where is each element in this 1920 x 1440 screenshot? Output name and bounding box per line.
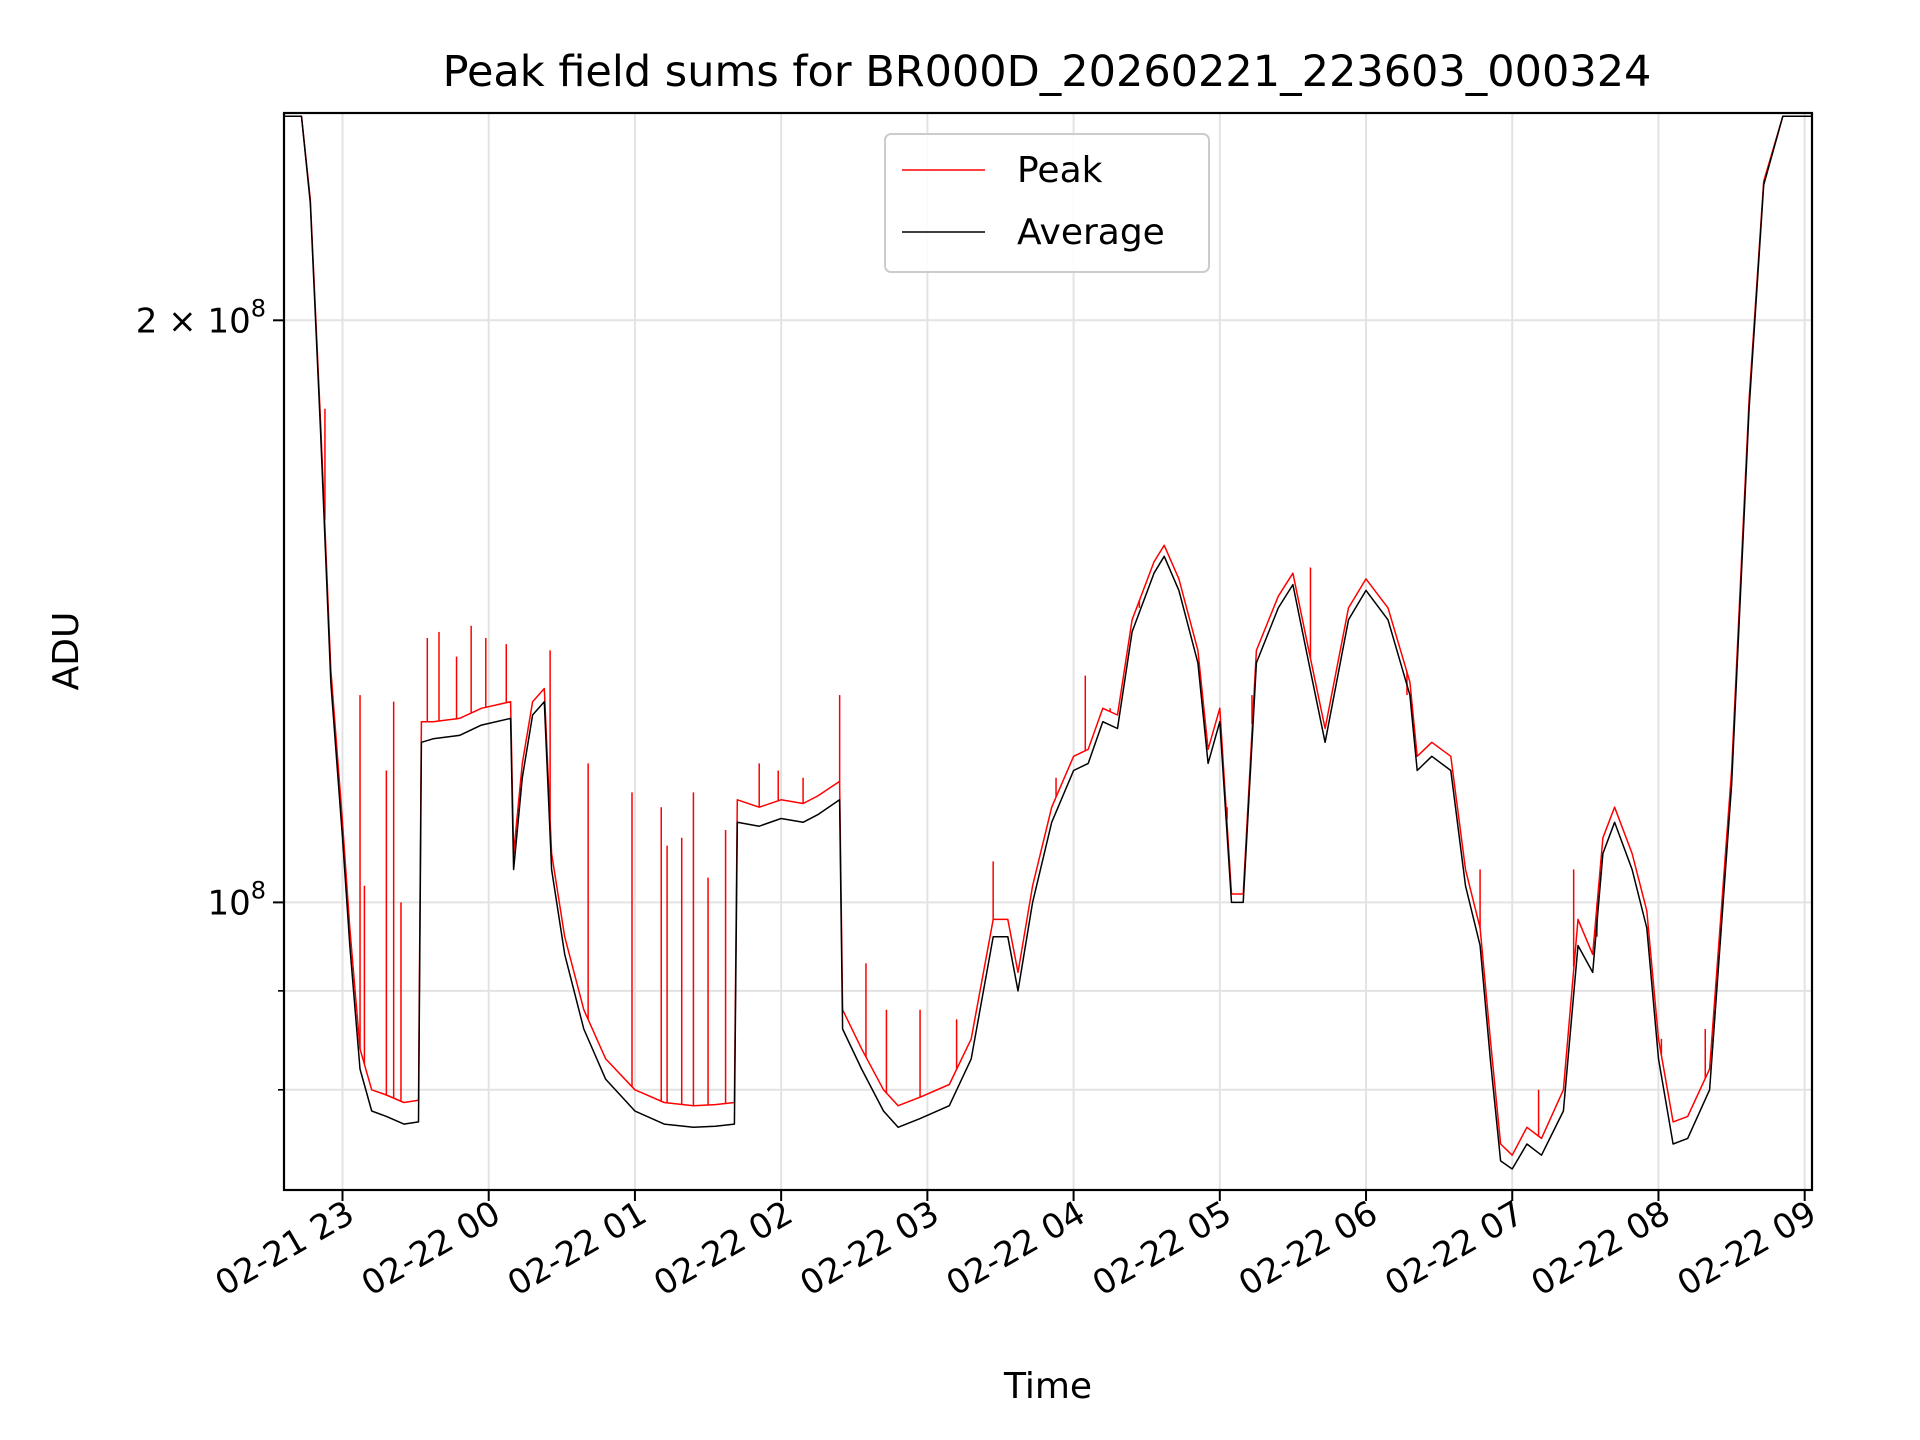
legend-label-average: Average — [1017, 212, 1165, 253]
plot-frame — [282, 111, 1814, 1192]
legend-label-peak: Peak — [1017, 150, 1103, 191]
chart-title: Peak field sums for BR000D_20260221_2236… — [443, 47, 1652, 97]
y-tick-label: 108 — [207, 876, 266, 923]
y-axis-label: ADU — [46, 612, 87, 691]
y-tick-label: 2 × 108 — [136, 294, 266, 341]
series-layer — [284, 115, 1812, 1170]
legend-box — [884, 133, 1210, 273]
legend: Peak Average — [884, 133, 1210, 273]
grid-lines — [284, 113, 1812, 1190]
peak-series-line — [284, 115, 1812, 1156]
average-series-line — [284, 115, 1812, 1170]
x-axis-label: Time — [1003, 1366, 1092, 1407]
